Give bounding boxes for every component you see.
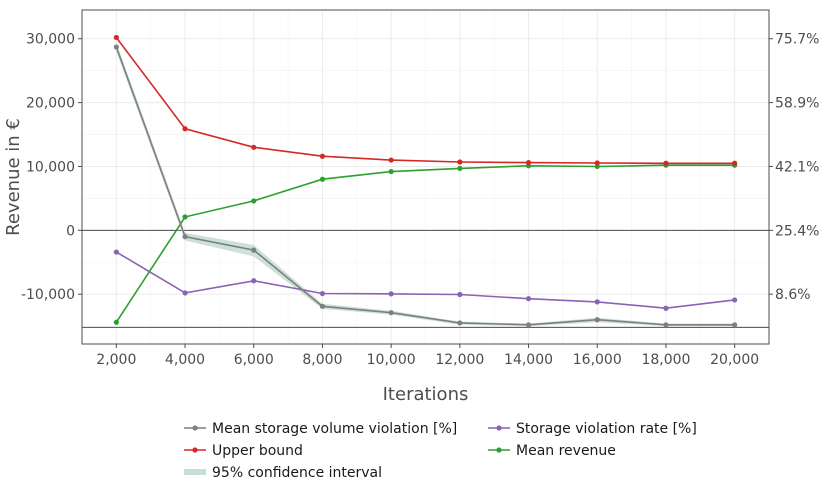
right-y-tick-label: 8.6% (775, 287, 811, 303)
x-tick-label: 20,000 (710, 352, 759, 368)
point-upper-bound (732, 160, 738, 166)
point-upper-bound (251, 144, 257, 150)
y-tick-label: 20,000 (26, 96, 75, 112)
point-storage-violation-rate (113, 249, 119, 255)
legend-key-point (192, 447, 198, 453)
right-y-tick-label: 58.9% (775, 96, 819, 112)
point-storage-violation-rate (182, 290, 188, 296)
point-upper-bound (457, 159, 463, 165)
point-mean-revenue (457, 165, 463, 171)
legend-label: Mean revenue (516, 443, 616, 459)
point-storage-violation-rate (663, 305, 669, 311)
y-tick-label: -10,000 (21, 287, 75, 303)
point-mean-storage-volume-violation (525, 322, 532, 328)
point-storage-violation-rate (594, 299, 600, 305)
point-upper-bound (388, 157, 394, 163)
point-upper-bound (594, 160, 600, 166)
x-axis-title: Iterations (383, 384, 469, 405)
legend-label: Storage violation rate [%] (516, 421, 697, 437)
point-upper-bound (319, 153, 326, 159)
x-tick-label: 8,000 (302, 352, 342, 368)
x-tick-label: 14,000 (504, 352, 553, 368)
plot-border (81, 9, 770, 345)
legend-label: Mean storage volume violation [%] (212, 421, 457, 437)
legend-key-point (496, 447, 502, 453)
legend-key-point (496, 425, 502, 431)
legend-key-point (192, 425, 198, 431)
point-mean-storage-volume-violation (457, 320, 463, 326)
series-line-mean-revenue (115, 164, 735, 323)
point-mean-storage-volume-violation (251, 247, 257, 253)
y-axis-title: Revenue in € (3, 118, 24, 236)
point-storage-violation-rate (251, 278, 257, 284)
point-upper-bound (182, 126, 188, 132)
x-tick-label: 4,000 (165, 352, 205, 368)
x-tick-label: 16,000 (573, 352, 622, 368)
point-mean-storage-volume-violation (319, 303, 326, 309)
point-mean-storage-volume-violation (732, 322, 738, 328)
point-storage-violation-rate (525, 296, 532, 302)
series-line-mean-storage-volume-violation (115, 46, 735, 326)
point-upper-bound (663, 160, 669, 166)
x-tick-label: 18,000 (641, 352, 690, 368)
point-mean-revenue (251, 198, 257, 204)
point-upper-bound (525, 160, 532, 166)
point-mean-revenue (182, 214, 188, 220)
right-y-tick-label: 25.4% (775, 223, 819, 239)
y-tick-label: 10,000 (26, 159, 75, 175)
point-mean-storage-volume-violation (113, 44, 119, 50)
point-mean-storage-volume-violation (388, 310, 394, 316)
point-mean-revenue (113, 319, 119, 325)
point-mean-storage-volume-violation (594, 317, 600, 323)
y-tick-label: 30,000 (26, 32, 75, 48)
point-upper-bound (113, 34, 119, 41)
series-line-upper-bound (115, 37, 735, 165)
x-tick-label: 2,000 (96, 352, 136, 368)
legend-label: Upper bound (212, 443, 303, 459)
x-tick-label: 6,000 (234, 352, 274, 368)
right-y-tick-label: 75.7% (775, 32, 819, 48)
point-mean-storage-volume-violation (663, 322, 669, 328)
point-mean-storage-volume-violation (182, 234, 188, 240)
point-storage-violation-rate (457, 291, 463, 298)
right-y-tick-label: 42.1% (775, 159, 819, 175)
point-storage-violation-rate (388, 291, 394, 297)
series-line-storage-violation-rate (115, 251, 735, 310)
x-tick-label: 12,000 (435, 352, 484, 368)
point-mean-revenue (319, 176, 326, 182)
point-storage-violation-rate (732, 297, 738, 303)
point-mean-revenue (388, 168, 394, 175)
x-tick-label: 10,000 (367, 352, 416, 368)
point-storage-violation-rate (319, 290, 326, 297)
legend-label: 95% confidence interval (212, 465, 382, 481)
y-tick-label: 0 (66, 223, 75, 239)
